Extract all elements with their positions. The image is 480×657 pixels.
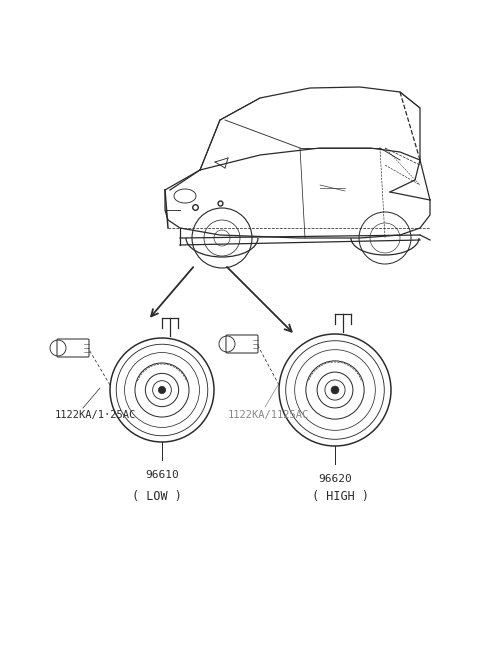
Text: 1122KA/1125AC: 1122KA/1125AC — [228, 410, 309, 420]
Text: ( LOW ): ( LOW ) — [132, 490, 182, 503]
Circle shape — [158, 386, 166, 394]
Text: 96610: 96610 — [145, 470, 179, 480]
Text: 96620: 96620 — [318, 474, 352, 484]
Text: 1122KA/1·25AC: 1122KA/1·25AC — [55, 410, 136, 420]
Text: ( HIGH ): ( HIGH ) — [312, 490, 369, 503]
Circle shape — [331, 386, 339, 394]
